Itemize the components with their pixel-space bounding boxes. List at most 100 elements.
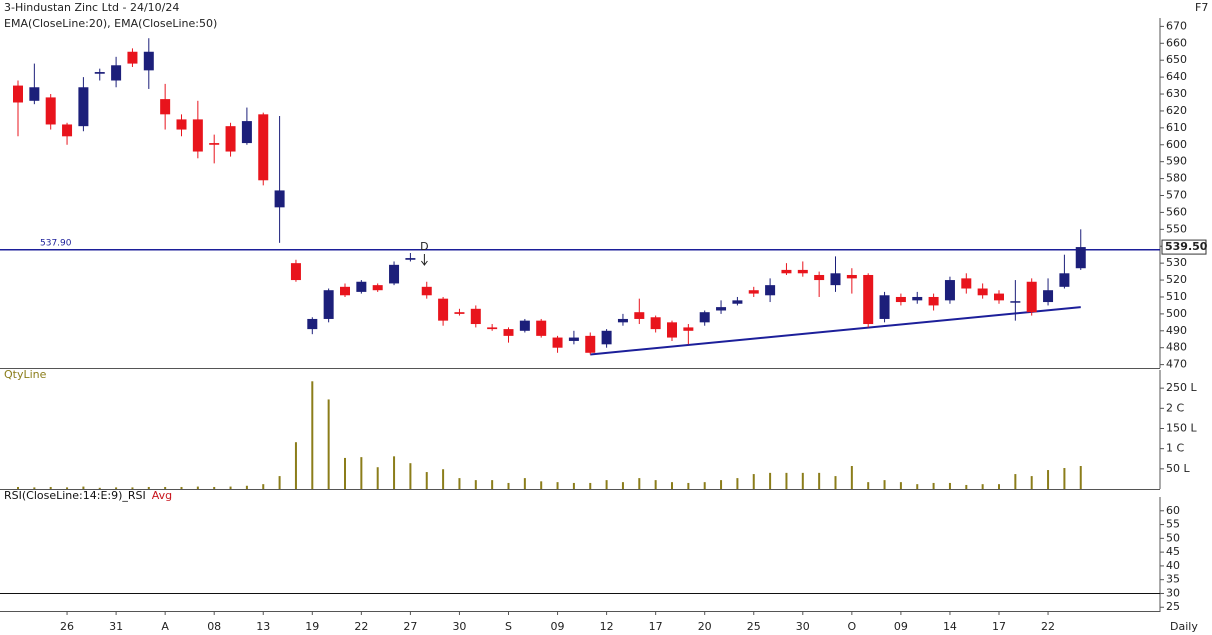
volume-bar bbox=[491, 480, 494, 489]
volume-bar bbox=[409, 463, 412, 489]
volume-bar bbox=[638, 478, 641, 489]
candle-body bbox=[552, 337, 563, 348]
y-tick-label: 55 bbox=[1166, 518, 1180, 531]
y-tick-label: 520 bbox=[1166, 273, 1187, 286]
y-tick-label: 640 bbox=[1166, 70, 1187, 83]
candle-body bbox=[405, 258, 416, 260]
volume-bar bbox=[360, 457, 363, 489]
volume-title: QtyLine bbox=[4, 368, 47, 381]
volume-bar bbox=[1047, 470, 1050, 489]
volume-bar bbox=[82, 486, 85, 489]
candle-body bbox=[160, 99, 171, 115]
candle-body bbox=[912, 296, 923, 301]
volume-bar bbox=[932, 482, 935, 489]
y-tick-label: 30 bbox=[1166, 586, 1180, 599]
volume-bar bbox=[49, 486, 52, 489]
y-tick-label: 670 bbox=[1166, 19, 1187, 32]
candle-body bbox=[13, 85, 23, 103]
candle-body bbox=[45, 97, 56, 125]
y-tick-label: 600 bbox=[1166, 138, 1187, 151]
candle-body bbox=[111, 65, 122, 81]
y-tick-label: 490 bbox=[1166, 324, 1187, 337]
candle-body bbox=[307, 318, 318, 330]
candle-body bbox=[1010, 301, 1021, 303]
y-tick-label: 550 bbox=[1166, 222, 1187, 235]
volume-bar bbox=[948, 482, 951, 489]
candle-body bbox=[748, 290, 759, 294]
x-tick-label: 27 bbox=[403, 620, 417, 633]
last-price-box bbox=[1161, 239, 1207, 255]
volume-bar bbox=[344, 457, 346, 489]
x-tick-label: 30 bbox=[452, 620, 466, 633]
candle-body bbox=[1075, 247, 1086, 269]
candle-body bbox=[830, 273, 841, 286]
volume-bar bbox=[769, 472, 772, 489]
volume-bar bbox=[899, 482, 902, 489]
volume-bar bbox=[442, 469, 445, 489]
candle-body bbox=[1059, 273, 1070, 287]
volume-bar bbox=[621, 482, 624, 489]
volume-bar bbox=[998, 484, 1000, 489]
candle-body bbox=[814, 274, 825, 281]
candle-body bbox=[519, 320, 530, 331]
candle-body bbox=[1026, 281, 1037, 313]
volume-bar bbox=[474, 480, 477, 489]
volume-bar bbox=[736, 478, 739, 489]
candle-body bbox=[372, 285, 383, 291]
volume-bar bbox=[523, 478, 526, 489]
volume-bar bbox=[164, 486, 167, 489]
y-tick-label: 150 L bbox=[1166, 421, 1197, 434]
trendline bbox=[590, 306, 1081, 356]
candle-body bbox=[487, 327, 498, 330]
y-tick-label: 590 bbox=[1166, 155, 1187, 168]
y-tick-label: 50 bbox=[1166, 531, 1180, 544]
candle-body bbox=[78, 87, 89, 127]
x-tick-label: 31 bbox=[109, 620, 123, 633]
candle-body bbox=[62, 124, 73, 137]
x-tick-label: 26 bbox=[60, 620, 74, 633]
volume-bar bbox=[556, 482, 559, 489]
volume-bar bbox=[507, 482, 510, 489]
volume-bar bbox=[98, 487, 101, 489]
volume-bar bbox=[1014, 474, 1017, 489]
volume-bar bbox=[572, 482, 575, 489]
candle-body bbox=[879, 295, 890, 319]
indicator-label: EMA(CloseLine:20), EMA(CloseLine:50) bbox=[4, 17, 217, 30]
volume-bar bbox=[867, 482, 870, 489]
candle-body bbox=[895, 296, 906, 303]
candle-body bbox=[389, 264, 400, 284]
y-tick-label: 45 bbox=[1166, 545, 1180, 558]
x-tick-label: 09 bbox=[551, 620, 565, 633]
candle-body bbox=[192, 119, 203, 152]
y-tick-label: 2 C bbox=[1166, 401, 1184, 414]
volume-bar bbox=[1079, 466, 1082, 489]
y-tick-label: 610 bbox=[1166, 121, 1187, 134]
candle-body bbox=[29, 87, 40, 101]
y-tick-label: 650 bbox=[1166, 53, 1187, 66]
volume-bar bbox=[376, 467, 379, 489]
volume-bar bbox=[327, 399, 330, 489]
corner-label: F7 bbox=[1195, 1, 1208, 14]
volume-bar bbox=[66, 487, 69, 489]
y-tick-label: 50 L bbox=[1166, 462, 1190, 475]
x-tick-label: S bbox=[505, 620, 512, 633]
x-tick-label: 17 bbox=[992, 620, 1006, 633]
volume-bar bbox=[916, 484, 919, 489]
volume-bar bbox=[720, 480, 723, 489]
candle-body bbox=[732, 300, 743, 304]
candle-body bbox=[241, 121, 252, 144]
volume-bar bbox=[393, 456, 396, 489]
volume-bar bbox=[180, 486, 183, 489]
y-tick-label: 580 bbox=[1166, 172, 1187, 185]
candle-body bbox=[863, 274, 874, 325]
legend-entry: Avg bbox=[152, 489, 172, 502]
y-tick-label: 480 bbox=[1166, 341, 1187, 354]
y-tick-label: 470 bbox=[1166, 358, 1187, 371]
candle-body bbox=[143, 51, 154, 71]
volume-bar bbox=[834, 476, 837, 489]
horizontal-line-label: 537.90 bbox=[40, 238, 72, 248]
candle-body bbox=[503, 329, 514, 336]
x-tick-label: 17 bbox=[649, 620, 663, 633]
volume-bar bbox=[654, 480, 657, 489]
